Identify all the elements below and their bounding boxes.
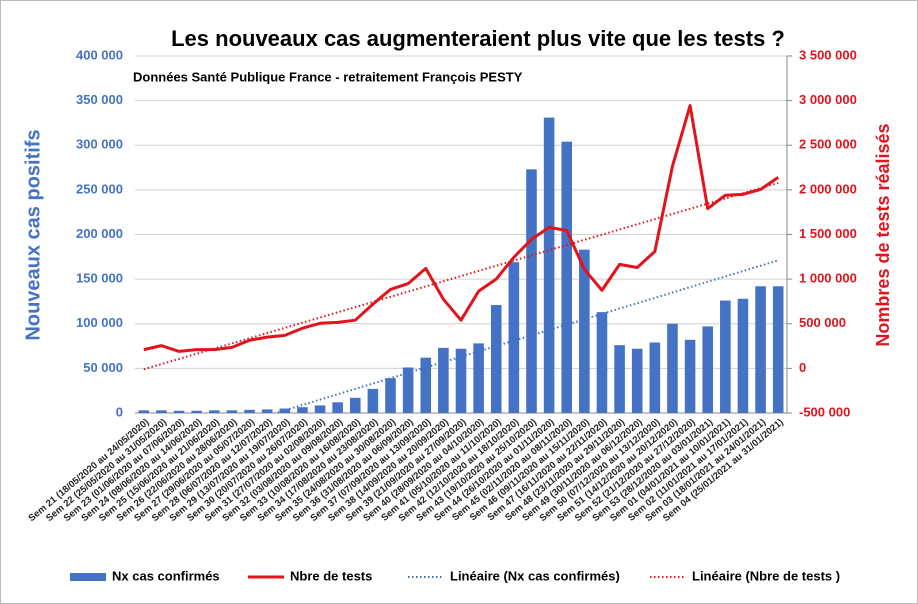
y-axis-label: Nouveaux cas positifs bbox=[22, 129, 44, 340]
y-tick-label: 200 000 bbox=[76, 226, 123, 241]
y2-tick-label: -500 000 bbox=[799, 404, 850, 419]
bar bbox=[349, 397, 361, 413]
chart-subtitle: Données Santé Publique France - retraite… bbox=[133, 69, 523, 84]
legend-label: Linéaire (Nx cas confirmés) bbox=[450, 568, 620, 583]
y-tick-label: 350 000 bbox=[76, 92, 123, 107]
bar bbox=[314, 405, 326, 413]
legend-label: Linéaire (Nbre de tests ) bbox=[692, 568, 840, 583]
y2-tick-label: 2 500 000 bbox=[799, 137, 857, 152]
bar bbox=[561, 141, 573, 413]
bar bbox=[385, 378, 396, 413]
y-tick-label: 50 000 bbox=[83, 360, 123, 375]
y-tick-label: 100 000 bbox=[76, 315, 123, 330]
y2-tick-label: 1 500 000 bbox=[799, 226, 857, 241]
bar bbox=[684, 339, 696, 413]
bar bbox=[438, 347, 449, 413]
bar bbox=[702, 326, 713, 413]
y-tick-label: 250 000 bbox=[76, 181, 123, 196]
bar bbox=[173, 410, 185, 413]
plot-area bbox=[138, 104, 784, 413]
y2-axis-label: Nombres de tests réalisés bbox=[873, 123, 893, 346]
y2-tick-label: 3 500 000 bbox=[799, 47, 857, 62]
bar bbox=[244, 409, 255, 413]
bar bbox=[420, 357, 432, 413]
y2-tick-label: 3 000 000 bbox=[799, 92, 857, 107]
legend-swatch bbox=[70, 573, 106, 581]
y2-tick-label: 500 000 bbox=[799, 315, 846, 330]
bar bbox=[402, 367, 414, 413]
bar bbox=[614, 345, 625, 413]
bar bbox=[720, 300, 731, 413]
bar bbox=[526, 169, 537, 413]
bar bbox=[579, 249, 590, 413]
y-tick-label: 300 000 bbox=[76, 137, 123, 152]
bar bbox=[755, 286, 766, 413]
bar bbox=[226, 410, 238, 413]
bar bbox=[279, 408, 291, 413]
bar bbox=[156, 410, 167, 413]
y2-tick-label: 1 000 000 bbox=[799, 271, 857, 286]
bar bbox=[209, 410, 220, 413]
bar bbox=[138, 410, 150, 413]
bar bbox=[191, 410, 202, 413]
y2-tick-label: 2 000 000 bbox=[799, 181, 857, 196]
bar bbox=[473, 343, 484, 413]
bar bbox=[261, 409, 273, 413]
bar bbox=[772, 286, 784, 413]
bar bbox=[332, 402, 343, 413]
bar bbox=[737, 298, 749, 413]
y-tick-label: 400 000 bbox=[76, 47, 123, 62]
y-tick-label: 150 000 bbox=[76, 271, 123, 286]
bar bbox=[631, 348, 643, 413]
bar bbox=[490, 305, 502, 413]
chart-title: Les nouveaux cas augmenteraient plus vit… bbox=[171, 26, 785, 51]
trend-line bbox=[272, 259, 779, 413]
bar bbox=[367, 388, 379, 413]
y-tick-label: 0 bbox=[116, 404, 123, 419]
bar bbox=[508, 262, 520, 413]
legend-label: Nbre de tests bbox=[290, 568, 372, 583]
line bbox=[143, 104, 780, 353]
legend-label: Nx cas confirmés bbox=[112, 568, 220, 583]
bar bbox=[455, 348, 467, 413]
bar bbox=[596, 312, 608, 413]
bar bbox=[649, 342, 661, 413]
bar bbox=[543, 117, 555, 413]
y2-tick-label: 0 bbox=[799, 360, 806, 375]
bar bbox=[297, 407, 308, 413]
bar bbox=[667, 323, 678, 413]
